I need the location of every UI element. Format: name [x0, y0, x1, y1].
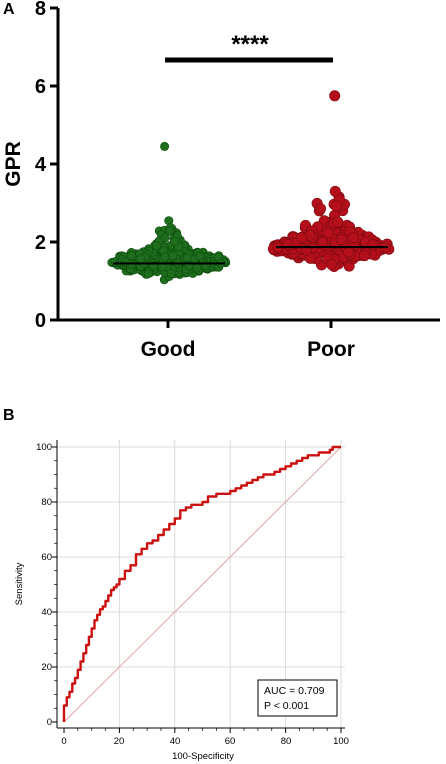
data-point	[120, 257, 130, 267]
data-point	[325, 258, 337, 270]
data-point	[136, 254, 146, 264]
data-point	[367, 239, 379, 251]
data-point	[143, 269, 153, 279]
x-tick-label-b: 80	[281, 736, 292, 747]
y-axis-label-b: Sensitivity	[14, 562, 25, 605]
auc-box: AUC = 0.709 P < 0.001	[257, 679, 338, 717]
data-point	[126, 251, 136, 261]
y-axis-label-a: GPR	[2, 141, 25, 187]
data-point	[317, 236, 329, 248]
y-tick-label-a: 4	[35, 154, 47, 176]
y-tick-label-b: 100	[36, 442, 52, 453]
auc-box-frame	[257, 679, 338, 717]
y-tick-label-b: 20	[41, 662, 52, 673]
category-label-poor: Poor	[307, 338, 355, 361]
y-tick-label-a: 2	[35, 232, 46, 254]
significance-stars: ****	[231, 31, 269, 58]
x-tick-label-b: 40	[170, 736, 181, 747]
panel-a-label: A	[3, 1, 15, 18]
x-axis-label-b: 100-Specificity	[172, 751, 234, 762]
y-tick-label-b: 80	[41, 497, 52, 508]
x-tick-label-b: 100	[333, 736, 349, 747]
data-point	[160, 141, 170, 151]
beeswarm-points	[107, 90, 395, 285]
data-point	[168, 251, 178, 261]
y-tick-label-b: 0	[47, 717, 52, 728]
reference-diagonal	[63, 446, 342, 723]
median-lines	[113, 245, 388, 265]
panel-a: A 0 2 4 6 8 Good Poor GPR ****	[2, 0, 440, 361]
x-tick-label-b: 0	[61, 736, 66, 747]
data-point	[342, 246, 354, 258]
y-tick-labels-a: 0 2 4 6 8	[35, 0, 47, 332]
points-poor	[267, 90, 395, 272]
category-label-good: Good	[141, 338, 196, 361]
y-tick-labels-b: 0 20 40 60 80 100	[36, 442, 52, 728]
panel-b-label: B	[3, 407, 15, 424]
data-point	[322, 227, 334, 239]
data-point	[332, 216, 344, 228]
roc-curve	[62, 445, 341, 722]
data-point	[152, 241, 162, 251]
data-point	[160, 252, 170, 262]
ticks-b	[52, 446, 342, 733]
data-point	[160, 233, 170, 243]
grid-b	[57, 440, 345, 728]
y-tick-label-a: 0	[35, 310, 46, 332]
data-point	[182, 253, 192, 263]
x-tick-labels-b: 0 20 40 60 80 100	[61, 736, 349, 747]
data-point	[348, 232, 360, 244]
data-point	[296, 232, 308, 244]
panel-b: B 0 20 40 60 80 100 0 20 40 60 80 100 10…	[3, 407, 349, 762]
data-point	[314, 203, 326, 215]
data-point	[359, 250, 371, 262]
p-value: P < 0.001	[264, 700, 309, 712]
data-point	[329, 90, 341, 102]
data-point	[166, 268, 176, 278]
y-tick-label-a: 8	[35, 0, 46, 20]
y-tick-label-a: 6	[35, 76, 46, 98]
data-point	[335, 234, 347, 246]
x-tick-label-b: 20	[114, 736, 125, 747]
data-point	[170, 237, 180, 247]
x-tick-label-b: 60	[225, 736, 236, 747]
data-point	[165, 226, 175, 236]
y-ticks-a	[50, 6, 58, 322]
y-tick-label-b: 60	[41, 552, 52, 563]
data-point	[330, 200, 342, 212]
y-tick-label-b: 40	[41, 607, 52, 618]
auc-value: AUC = 0.709	[264, 685, 325, 697]
